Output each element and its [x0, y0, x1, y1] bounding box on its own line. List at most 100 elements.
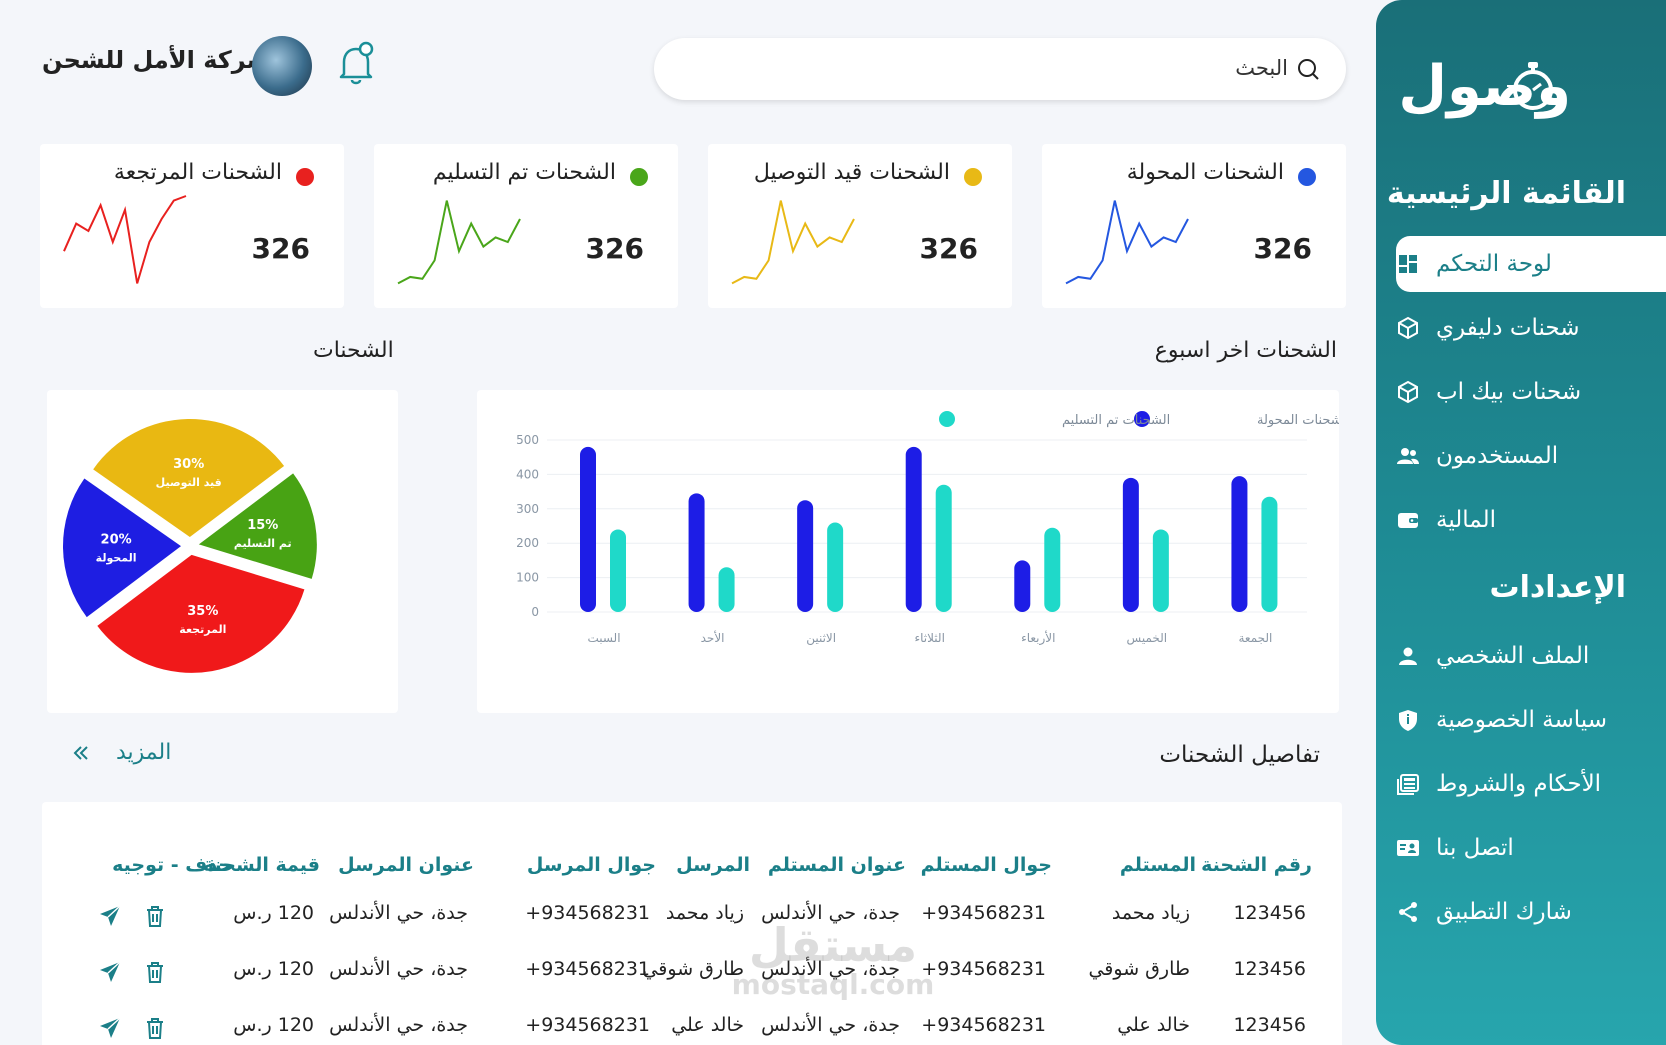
- sidebar-item-label: الملف الشخصي: [1436, 643, 1590, 669]
- bar: [797, 500, 814, 612]
- stat-value: 326: [585, 232, 644, 265]
- sidebar-item-share[interactable]: شارك التطبيق: [1396, 884, 1666, 940]
- stat-label: الشحنات المرتجعة: [113, 160, 282, 185]
- y-tick-label: 0: [531, 605, 539, 619]
- sidebar-item-contact[interactable]: اتصل بنا: [1396, 820, 1666, 876]
- shield-icon: [1399, 710, 1417, 731]
- main-menu-title: القائمة الرئيسية: [1386, 176, 1626, 211]
- sidebar-item-privacy[interactable]: سياسة الخصوصية: [1396, 692, 1666, 748]
- pie-slice: [198, 473, 317, 579]
- column-header: رقم الشحنة: [1201, 854, 1312, 876]
- pie-percent-label: 35%: [187, 604, 218, 619]
- stat-label: الشحنات تم التسليم: [432, 160, 616, 185]
- search-input[interactable]: البحث: [654, 38, 1346, 100]
- table-cell: طارق شوقي: [642, 958, 744, 980]
- sidebar-item-delivery[interactable]: شحنات دليفري: [1396, 300, 1666, 356]
- sparkline: [1065, 200, 1189, 285]
- trash-icon[interactable]: [144, 904, 166, 928]
- sparkline: [63, 195, 187, 284]
- x-tick-label: الجمعة: [1238, 631, 1272, 645]
- send-icon[interactable]: [98, 904, 122, 928]
- table-cell: طارق شوقي: [1088, 958, 1190, 980]
- sidebar-item-label: اتصل بنا: [1436, 835, 1514, 861]
- bar: [580, 446, 596, 612]
- bar: [1044, 527, 1061, 612]
- table-cell: جدة، حي الأندلس: [761, 958, 900, 980]
- double-chevron-left-icon: [73, 745, 88, 760]
- sidebar-item-label: شحنات دليفري: [1436, 315, 1580, 341]
- notification-bell-icon[interactable]: [336, 40, 378, 86]
- sidebar-item-finance[interactable]: المالية: [1396, 492, 1666, 548]
- sidebar-item-label: لوحة التحكم: [1436, 251, 1552, 277]
- stat-value: 326: [1253, 232, 1312, 265]
- pie-category-label: المحولة: [96, 551, 137, 564]
- search-icon: [1298, 59, 1319, 80]
- dashboard-icon: [1399, 255, 1417, 273]
- weekly-bar-chart-card: 0 100 200 300 400 500 السبت الأحد الاثنين الثلاثا…: [477, 390, 1350, 713]
- settings-title: الإعدادات: [1489, 570, 1626, 605]
- column-header: عنوان المستلم: [767, 854, 906, 876]
- y-tick-label: 500: [516, 433, 539, 447]
- table-cell: +934568231: [525, 958, 650, 980]
- sparkline-path: [1065, 200, 1189, 285]
- status-dot: [630, 168, 648, 186]
- send-icon[interactable]: [98, 1016, 122, 1040]
- sidebar: وصول القائمة الرئيسية لوحة التحكم شحنات …: [1376, 0, 1666, 1045]
- users-icon: [1397, 448, 1419, 464]
- sidebar-item-profile[interactable]: الملف الشخصي: [1396, 628, 1666, 684]
- legend-swatch: [939, 411, 955, 427]
- user-icon: [1399, 647, 1417, 665]
- send-icon[interactable]: [98, 960, 122, 984]
- search-placeholder: البحث: [1235, 56, 1288, 80]
- pie-percent-label: 15%: [247, 518, 278, 533]
- pie-chart-card: 30% قيد التوصيل 15% تم التسليم 35% المرتجعة 20…: [47, 390, 398, 713]
- sidebar-item-pickup[interactable]: شحنات بيك اب: [1396, 364, 1666, 420]
- avatar[interactable]: [252, 36, 312, 96]
- table-cell: جدة، حي الأندلس: [329, 958, 468, 980]
- stopwatch-icon: [1507, 62, 1553, 110]
- wallet-icon: [1398, 513, 1418, 528]
- column-header: حذف - توجيه: [112, 854, 232, 876]
- table-cell: زياد محمد: [1111, 902, 1190, 924]
- pie-chart-title: الشحنات: [313, 338, 394, 363]
- trash-icon[interactable]: [144, 960, 166, 984]
- box-icon: [1398, 380, 1418, 404]
- logo-text: وصول: [1398, 54, 1571, 119]
- more-label: المزيد: [116, 740, 172, 765]
- share-icon: [1399, 902, 1417, 922]
- sidebar-item-terms[interactable]: الأحكام والشروط: [1396, 756, 1666, 812]
- column-header: عنوان المرسل: [338, 854, 474, 876]
- bar: [827, 522, 844, 612]
- more-link[interactable]: المزيد: [72, 740, 171, 765]
- stat-card-returned: الشحنات المرتجعة 326: [40, 144, 344, 308]
- weekly-chart-title: الشحنات اخر اسبوع: [1154, 338, 1337, 363]
- shipments-table: رقم الشحنة المستلم جوال المستلم عنوان المست…: [42, 802, 1342, 1045]
- table-cell: جدة، حي الأندلس: [761, 902, 900, 924]
- pie-percent-label: 30%: [173, 457, 204, 472]
- column-header: قيمة الشحنة: [202, 854, 320, 876]
- sidebar-item-label: شارك التطبيق: [1436, 899, 1572, 925]
- company-name: شركة الأمل للشحن: [42, 46, 271, 74]
- pie-percent-label: 20%: [101, 532, 132, 547]
- x-tick-label: الثلاثاء: [915, 631, 945, 645]
- column-header: المستلم: [1119, 854, 1196, 876]
- pie-category-label: تم التسليم: [234, 537, 292, 550]
- sidebar-item-dashboard[interactable]: لوحة التحكم: [1396, 236, 1666, 292]
- shipments-pie-chart: 30% قيد التوصيل 15% تم التسليم 35% المرتجعة 20…: [63, 419, 317, 673]
- table-cell: 120 ر.س: [233, 958, 314, 980]
- table-cell: خالد علي: [1117, 1014, 1190, 1036]
- trash-icon[interactable]: [144, 1016, 166, 1040]
- sidebar-item-users[interactable]: المستخدمون: [1396, 428, 1666, 484]
- sidebar-item-label: المالية: [1436, 507, 1496, 533]
- stat-label: الشحنات قيد التوصيل: [753, 160, 950, 185]
- stat-card-delivered: الشحنات تم التسليم 326: [374, 144, 678, 308]
- pie-slice: [93, 419, 285, 538]
- status-dot: [1298, 168, 1316, 186]
- column-header: جوال المرسل: [526, 854, 656, 876]
- document-icon: [1397, 774, 1419, 795]
- sidebar-item-label: شحنات بيك اب: [1436, 379, 1582, 405]
- bar: [1231, 476, 1248, 612]
- table-cell: 123456: [1233, 1014, 1306, 1036]
- x-tick-label: السبت: [587, 631, 620, 645]
- table-cell: جدة، حي الأندلس: [329, 902, 468, 924]
